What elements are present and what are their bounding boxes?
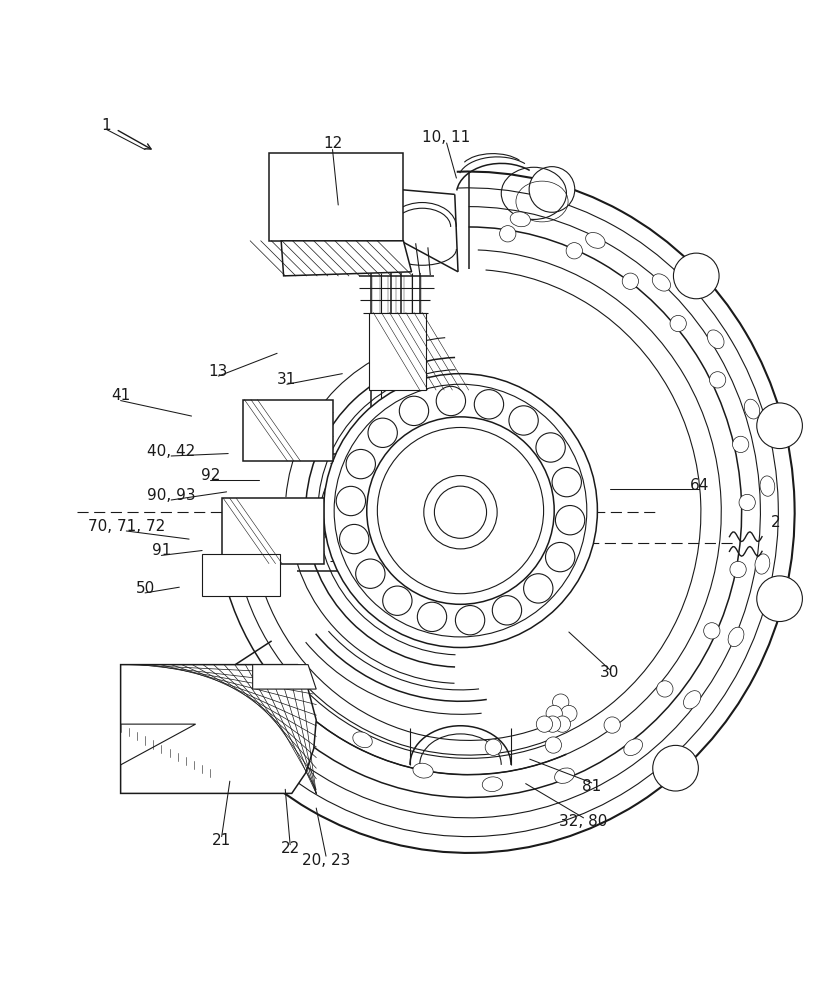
Circle shape — [346, 449, 376, 479]
Text: 40, 42: 40, 42 — [147, 444, 196, 459]
Text: 41: 41 — [111, 388, 130, 403]
Circle shape — [546, 705, 562, 722]
Circle shape — [566, 243, 583, 259]
Circle shape — [622, 273, 638, 289]
Text: 21: 21 — [212, 833, 231, 848]
Bar — [243, 400, 333, 461]
Text: 10, 11: 10, 11 — [422, 130, 471, 145]
Circle shape — [733, 436, 749, 453]
Circle shape — [739, 494, 756, 511]
Bar — [202, 554, 280, 596]
Circle shape — [292, 417, 311, 437]
Circle shape — [424, 476, 497, 549]
Text: 12: 12 — [323, 136, 342, 151]
Text: 2: 2 — [771, 515, 781, 530]
Text: 70, 71, 72: 70, 71, 72 — [88, 519, 165, 534]
Bar — [222, 498, 324, 564]
Circle shape — [561, 705, 577, 722]
Text: 90, 93: 90, 93 — [147, 488, 196, 503]
Circle shape — [340, 524, 369, 554]
Circle shape — [545, 737, 562, 753]
Circle shape — [474, 390, 504, 419]
Circle shape — [278, 518, 297, 537]
Polygon shape — [269, 153, 403, 241]
Circle shape — [552, 467, 581, 497]
Circle shape — [509, 406, 538, 435]
Text: 91: 91 — [152, 543, 171, 558]
Text: 13: 13 — [209, 364, 228, 379]
Polygon shape — [281, 241, 412, 276]
Circle shape — [544, 716, 561, 732]
Circle shape — [417, 602, 447, 632]
Ellipse shape — [586, 232, 605, 248]
Polygon shape — [253, 665, 316, 689]
Text: 22: 22 — [280, 841, 300, 856]
Ellipse shape — [652, 274, 671, 291]
Circle shape — [545, 542, 575, 572]
Circle shape — [383, 586, 412, 615]
Ellipse shape — [555, 768, 575, 783]
Circle shape — [377, 427, 544, 594]
Ellipse shape — [707, 330, 724, 349]
Ellipse shape — [413, 763, 433, 778]
Text: 64: 64 — [689, 478, 709, 493]
Ellipse shape — [510, 212, 531, 227]
Circle shape — [555, 506, 584, 535]
Circle shape — [553, 694, 569, 710]
Circle shape — [399, 396, 429, 426]
Ellipse shape — [744, 399, 760, 419]
Circle shape — [436, 386, 465, 416]
Circle shape — [529, 167, 575, 212]
Bar — [369, 313, 426, 390]
Circle shape — [355, 559, 385, 588]
Circle shape — [709, 372, 725, 388]
Circle shape — [500, 226, 516, 242]
Circle shape — [604, 717, 620, 733]
Ellipse shape — [760, 476, 775, 496]
Circle shape — [485, 739, 501, 755]
Circle shape — [492, 596, 522, 625]
Circle shape — [670, 315, 686, 332]
Ellipse shape — [728, 627, 744, 647]
Circle shape — [456, 606, 485, 635]
Circle shape — [757, 576, 803, 622]
Circle shape — [337, 486, 366, 516]
Ellipse shape — [755, 554, 770, 574]
Text: 32, 80: 32, 80 — [559, 814, 608, 829]
Circle shape — [536, 433, 566, 462]
Polygon shape — [121, 724, 196, 765]
Text: 1: 1 — [101, 118, 111, 133]
Circle shape — [434, 486, 487, 538]
Ellipse shape — [482, 777, 503, 792]
Circle shape — [653, 745, 698, 791]
Circle shape — [673, 253, 719, 299]
Text: 31: 31 — [277, 372, 297, 387]
Circle shape — [554, 716, 570, 732]
Circle shape — [536, 716, 553, 732]
Ellipse shape — [353, 732, 372, 748]
Circle shape — [730, 561, 747, 578]
Text: 50: 50 — [135, 581, 155, 596]
Ellipse shape — [684, 691, 701, 709]
Circle shape — [324, 374, 597, 648]
Polygon shape — [121, 665, 316, 793]
Circle shape — [657, 681, 673, 697]
Circle shape — [757, 403, 803, 449]
Ellipse shape — [623, 739, 642, 756]
Circle shape — [334, 384, 587, 637]
Circle shape — [368, 418, 398, 447]
Text: 20, 23: 20, 23 — [302, 853, 350, 868]
Text: 92: 92 — [200, 468, 220, 483]
Text: 81: 81 — [582, 779, 601, 794]
Circle shape — [523, 574, 553, 603]
Circle shape — [367, 417, 554, 604]
Text: 30: 30 — [600, 665, 619, 680]
Circle shape — [703, 623, 720, 639]
